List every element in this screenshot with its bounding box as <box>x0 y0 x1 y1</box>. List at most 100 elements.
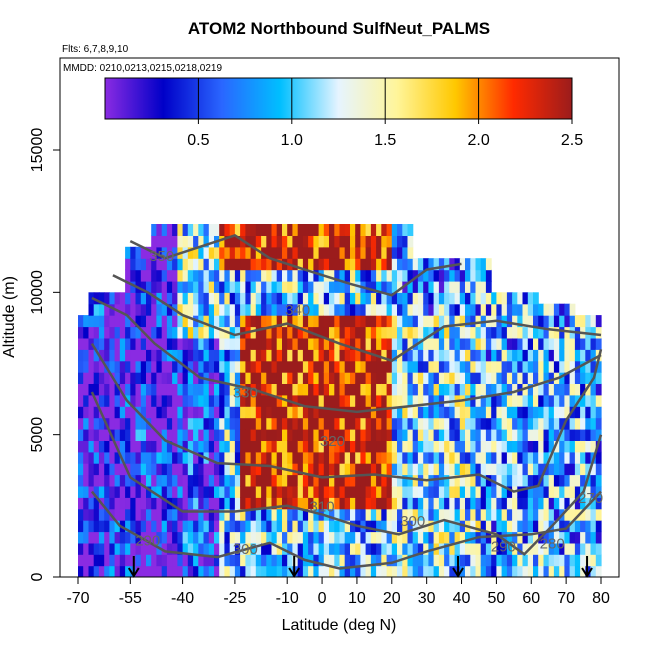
heatmap-cell <box>391 224 398 236</box>
heatmap-cell <box>166 269 173 282</box>
heatmap-cell <box>318 337 325 350</box>
heatmap-cell <box>234 531 241 544</box>
heatmap-cell <box>234 463 241 476</box>
heatmap-cell <box>114 474 121 487</box>
heatmap-cell <box>229 303 236 316</box>
heatmap-cell <box>402 542 409 555</box>
heatmap-cell <box>485 280 492 293</box>
heatmap-cell <box>386 542 393 555</box>
heatmap-cell <box>459 337 466 350</box>
heatmap-cell <box>193 224 199 236</box>
heatmap-cell <box>78 542 84 555</box>
y-axis-label: Altitude (m) <box>1 276 18 358</box>
heatmap-cell <box>559 520 565 533</box>
heatmap-cell <box>297 417 304 430</box>
heatmap-cell <box>433 429 440 441</box>
heatmap-cell <box>533 463 539 476</box>
heatmap-cell <box>370 565 377 577</box>
heatmap-cell <box>323 337 330 350</box>
heatmap-cell <box>224 542 231 555</box>
heatmap-cell <box>177 406 184 419</box>
heatmap-cell <box>423 280 429 293</box>
heatmap-cell <box>203 383 210 396</box>
heatmap-cell <box>423 303 429 316</box>
contour-label: 290 <box>135 533 160 550</box>
heatmap-cell <box>187 531 194 544</box>
heatmap-cell <box>287 326 293 339</box>
heatmap-cell <box>538 451 544 464</box>
heatmap-cell <box>250 235 257 248</box>
heatmap-cell <box>407 429 414 441</box>
heatmap-cell <box>491 303 497 316</box>
heatmap-cell <box>125 258 131 271</box>
heatmap-cell <box>187 246 194 259</box>
heatmap-cell <box>98 474 105 487</box>
heatmap-cell <box>339 269 346 282</box>
heatmap-cell <box>78 485 84 498</box>
heatmap-cell <box>553 315 560 328</box>
heatmap-cell <box>381 315 388 328</box>
heatmap-cell <box>538 326 544 339</box>
heatmap-cell <box>480 485 487 498</box>
heatmap-cell <box>491 520 497 533</box>
heatmap-cell <box>491 360 497 373</box>
heatmap-cell <box>527 406 534 419</box>
heatmap-cell <box>214 485 220 498</box>
heatmap-cell <box>276 429 283 441</box>
heatmap-cell <box>376 440 382 453</box>
heatmap-cell <box>329 508 335 521</box>
heatmap-cell <box>386 406 393 419</box>
heatmap-cell <box>135 417 142 430</box>
heatmap-cell <box>177 224 184 236</box>
heatmap-cell <box>344 292 351 305</box>
heatmap-cell <box>553 394 560 407</box>
heatmap-cell <box>391 474 398 487</box>
heatmap-cell <box>177 451 184 464</box>
heatmap-cell <box>161 383 168 396</box>
heatmap-cell <box>266 497 273 510</box>
heatmap-cell <box>114 394 121 407</box>
heatmap-cell <box>203 406 210 419</box>
heatmap-cell <box>93 542 100 555</box>
heatmap-cell <box>302 440 309 453</box>
heatmap-cell <box>229 542 236 555</box>
heatmap-cell <box>512 497 518 510</box>
heatmap-cell <box>543 383 550 396</box>
heatmap-cell <box>240 280 246 293</box>
heatmap-cell <box>177 315 184 328</box>
heatmap-cell <box>381 235 388 248</box>
heatmap-cell <box>104 383 110 396</box>
heatmap-cell <box>522 315 529 328</box>
heatmap-cell <box>553 337 560 350</box>
heatmap-cell <box>527 303 534 316</box>
heatmap-cell <box>470 474 477 487</box>
heatmap-cell <box>376 542 382 555</box>
heatmap-cell <box>485 463 492 476</box>
heatmap-cell <box>119 394 126 407</box>
heatmap-cell <box>172 565 178 577</box>
heatmap-cell <box>125 542 131 555</box>
heatmap-cell <box>370 292 377 305</box>
heatmap-cell <box>308 406 314 419</box>
heatmap-cell <box>93 451 100 464</box>
heatmap-cell <box>208 474 215 487</box>
heatmap-cell <box>198 451 205 464</box>
heatmap-cell <box>224 429 231 441</box>
heatmap-cell <box>114 508 121 521</box>
heatmap-cell <box>198 360 205 373</box>
heatmap-cell <box>350 315 356 328</box>
heatmap-cell <box>229 463 236 476</box>
heatmap-cell <box>250 303 257 316</box>
heatmap-cell <box>161 246 168 259</box>
heatmap-cell <box>496 474 503 487</box>
heatmap-cell <box>334 349 341 362</box>
profile-arrows <box>127 556 593 578</box>
heatmap-cell <box>402 383 409 396</box>
heatmap-cell <box>522 406 529 419</box>
heatmap-cell <box>522 440 529 453</box>
heatmap-cell <box>370 246 377 259</box>
heatmap-cell <box>533 383 539 396</box>
heatmap-cell <box>527 531 534 544</box>
heatmap-cell <box>475 520 482 533</box>
heatmap-cell <box>350 440 356 453</box>
